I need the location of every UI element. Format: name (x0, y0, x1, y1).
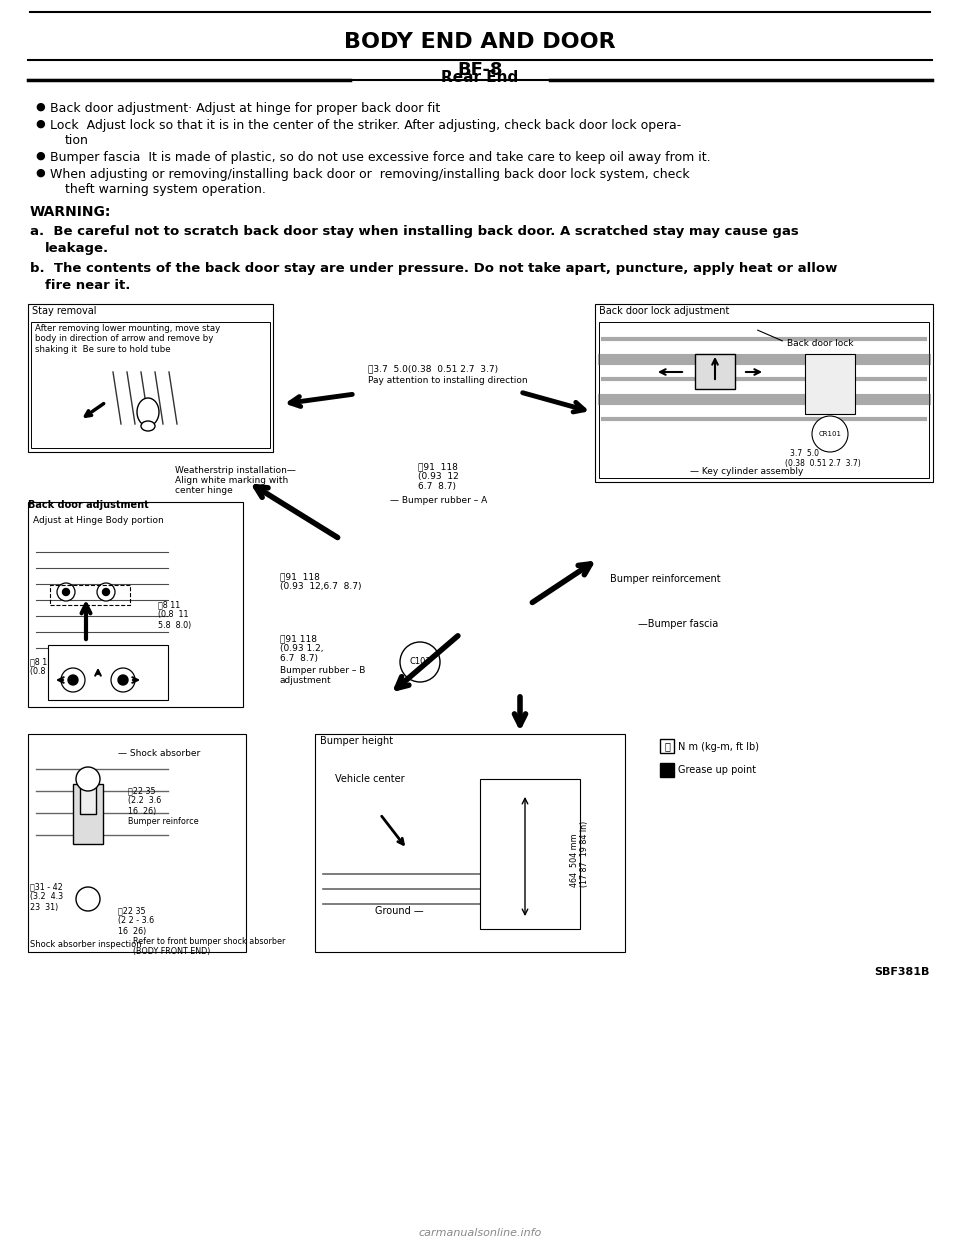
Bar (660, 739, 674, 753)
Text: C103: C103 (409, 658, 431, 667)
Bar (28, 734, 246, 952)
Text: —Bumper fascia: —Bumper fascia (638, 619, 718, 629)
Text: Ⓞ8 11
(0.8  11 5.8  8.0): Ⓞ8 11 (0.8 11 5.8 8.0) (30, 657, 96, 677)
Text: Back door adjustment· Adjust at hinge for proper back door fit: Back door adjustment· Adjust at hinge fo… (50, 102, 441, 115)
Text: Pay attention to installing direction: Pay attention to installing direction (368, 376, 528, 385)
Circle shape (61, 668, 85, 692)
Ellipse shape (141, 421, 155, 431)
Text: N m (kg-m, ft lb): N m (kg-m, ft lb) (678, 743, 759, 753)
Text: CR101: CR101 (819, 431, 842, 437)
Text: Ⓜ22 35
(2.2  3.6
16  26)
Bumper reinforce: Ⓜ22 35 (2.2 3.6 16 26) Bumper reinforce (128, 786, 199, 826)
Bar (315, 734, 625, 952)
Ellipse shape (137, 397, 159, 426)
Text: Bumper reinforcement: Bumper reinforcement (610, 574, 721, 584)
Text: — Bumper rubber – A: — Bumper rubber – A (390, 496, 488, 505)
Text: BODY END AND DOOR: BODY END AND DOOR (345, 32, 615, 52)
Text: SBF381B: SBF381B (875, 967, 930, 977)
Text: (0.93 1.2,: (0.93 1.2, (280, 644, 324, 653)
Text: Weatherstrip installation—: Weatherstrip installation— (175, 466, 296, 475)
Bar (595, 304, 933, 482)
Circle shape (812, 416, 848, 452)
Circle shape (97, 583, 115, 601)
Text: BF-8: BF-8 (457, 61, 503, 78)
Bar (695, 354, 735, 389)
Circle shape (62, 588, 69, 596)
Text: ●: ● (35, 168, 45, 178)
Text: Align white marking with: Align white marking with (175, 476, 288, 485)
Text: Vehicle center: Vehicle center (335, 774, 404, 784)
Circle shape (76, 887, 100, 911)
Bar (660, 763, 674, 778)
Text: Back door lock adjustment: Back door lock adjustment (599, 307, 730, 316)
Bar (31, 321, 270, 449)
Circle shape (68, 675, 78, 685)
Text: carmanualsonline.info: carmanualsonline.info (419, 1229, 541, 1239)
Text: Ⓜ91 118: Ⓜ91 118 (280, 634, 317, 643)
Text: Ⓜ: Ⓜ (664, 741, 670, 751)
Text: Shock absorber inspection: Shock absorber inspection (30, 939, 142, 949)
Text: Ⓜ91  118: Ⓜ91 118 (418, 462, 458, 471)
Text: WARNING:: WARNING: (30, 206, 111, 219)
Text: 464  504 mm
(17 87  19 84 in): 464 504 mm (17 87 19 84 in) (570, 821, 589, 887)
Text: Stay removal: Stay removal (32, 307, 97, 316)
Circle shape (103, 588, 109, 596)
Text: 3.7  5.0: 3.7 5.0 (790, 449, 819, 459)
Text: center hinge: center hinge (175, 486, 232, 495)
Text: Lock  Adjust lock so that it is in the center of the striker. After adjusting, c: Lock Adjust lock so that it is in the ce… (50, 120, 682, 132)
Text: adjustment: adjustment (280, 677, 331, 685)
Text: tion: tion (65, 135, 89, 147)
Text: Adjust at Hinge Body portion: Adjust at Hinge Body portion (33, 516, 164, 525)
Text: Ⓜ3.7  5.0(0.38  0.51 2.7  3.7): Ⓜ3.7 5.0(0.38 0.51 2.7 3.7) (368, 364, 498, 373)
Text: After removing lower mounting, move stay
body in direction of arrow and remove b: After removing lower mounting, move stay… (35, 324, 220, 354)
Text: Ⓜ91  118: Ⓜ91 118 (280, 572, 320, 581)
Text: Ground —: Ground — (375, 906, 423, 916)
Circle shape (118, 675, 128, 685)
Bar (28, 502, 243, 706)
Bar (50, 586, 130, 606)
Text: (0.93  12: (0.93 12 (418, 472, 459, 481)
Text: Ⓞ8 11
(0.8  11
5.8  8.0): Ⓞ8 11 (0.8 11 5.8 8.0) (158, 601, 191, 629)
Bar (480, 779, 580, 930)
Circle shape (111, 668, 135, 692)
Text: 6.7  8.7): 6.7 8.7) (418, 482, 456, 491)
Text: When adjusting or removing/installing back door or  removing/installing back doo: When adjusting or removing/installing ba… (50, 168, 689, 181)
Text: Back door adjustment: Back door adjustment (28, 500, 149, 510)
Text: a.  Be careful not to scratch back door stay when installing back door. A scratc: a. Be careful not to scratch back door s… (30, 226, 799, 238)
Text: — Key cylinder assembly: — Key cylinder assembly (690, 467, 804, 476)
Bar (48, 645, 168, 700)
Text: Ⓜ22 35
(2 2 - 3.6
16  26): Ⓜ22 35 (2 2 - 3.6 16 26) (118, 906, 155, 936)
Bar (73, 784, 103, 844)
Circle shape (57, 583, 75, 601)
Text: Grease up point: Grease up point (678, 765, 756, 775)
Text: ●: ● (35, 151, 45, 161)
Text: ●: ● (35, 102, 45, 112)
Circle shape (76, 768, 100, 791)
Text: (0.38  0.51 2.7  3.7): (0.38 0.51 2.7 3.7) (785, 459, 861, 468)
Bar (599, 321, 929, 478)
Text: Bumper fascia  It is made of plastic, so do not use excessive force and take car: Bumper fascia It is made of plastic, so … (50, 151, 710, 164)
Text: Rear End: Rear End (442, 71, 518, 86)
Text: leakage.: leakage. (45, 242, 109, 255)
Text: Bumper height: Bumper height (320, 736, 394, 746)
Circle shape (400, 642, 440, 682)
Text: 6.7  8.7): 6.7 8.7) (280, 654, 318, 663)
Text: b.  The contents of the back door stay are under pressure. Do not take apart, pu: b. The contents of the back door stay ar… (30, 262, 837, 275)
Text: Refer to front bumper shock absorber
(BODY FRONT END): Refer to front bumper shock absorber (BO… (133, 937, 285, 957)
Bar (80, 786, 96, 814)
Text: (0.93  12,6.7  8.7): (0.93 12,6.7 8.7) (280, 582, 362, 591)
Text: fire near it.: fire near it. (45, 279, 131, 292)
Text: theft warning system operation.: theft warning system operation. (65, 183, 266, 196)
Text: Ⓜ31 - 42
(3.2  4.3
23  31): Ⓜ31 - 42 (3.2 4.3 23 31) (30, 882, 63, 912)
Bar (805, 354, 855, 414)
Text: ●: ● (35, 120, 45, 130)
Text: Bumper rubber – B: Bumper rubber – B (280, 667, 366, 675)
Text: Back door lock: Back door lock (787, 339, 853, 348)
Text: — Shock absorber: — Shock absorber (118, 749, 201, 758)
Bar (28, 304, 273, 452)
